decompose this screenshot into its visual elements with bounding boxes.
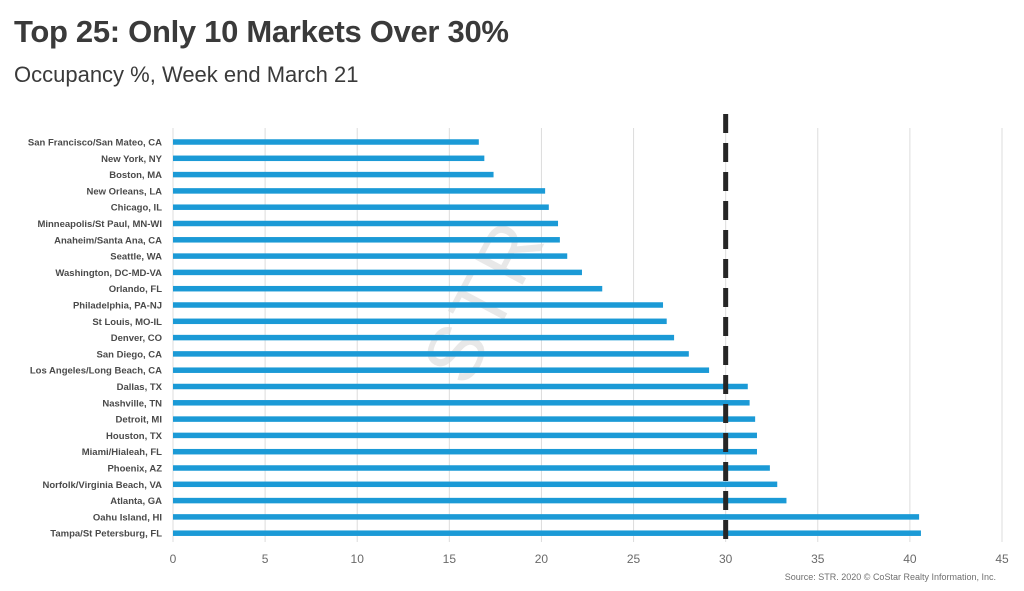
bar <box>173 432 757 439</box>
bar <box>173 237 560 243</box>
x-tick-label: 30 <box>719 552 733 566</box>
x-tick-label: 35 <box>811 552 825 566</box>
x-tick-label: 25 <box>627 552 641 566</box>
category-label: New Orleans, LA <box>87 186 163 197</box>
bar <box>173 497 787 504</box>
category-label: St Louis, MO-IL <box>92 317 162 328</box>
bar <box>173 285 603 292</box>
chart-title: Top 25: Only 10 Markets Over 30% <box>14 14 509 49</box>
bar <box>173 204 549 210</box>
bar <box>173 302 664 308</box>
chart-subtitle: Occupancy %, Week end March 21 <box>14 62 359 87</box>
category-label: San Francisco/San Mateo, CA <box>28 138 162 149</box>
bar <box>173 155 485 162</box>
bar <box>173 351 689 357</box>
category-label: Denver, CO <box>111 333 162 344</box>
x-tick-label: 5 <box>262 552 269 566</box>
category-label: Los Angeles/Long Beach, CA <box>30 366 162 377</box>
category-label: Philadelphia, PA-NJ <box>73 301 162 312</box>
bar <box>173 139 479 145</box>
category-label: Chicago, IL <box>111 203 162 214</box>
category-label: Nashville, TN <box>102 398 162 409</box>
category-label: Tampa/St Petersburg, FL <box>50 529 162 540</box>
bar <box>173 269 582 276</box>
bar <box>173 530 921 536</box>
category-label: New York, NY <box>101 154 163 165</box>
bar <box>173 481 778 488</box>
category-label: Dallas, TX <box>117 382 163 393</box>
category-label: Miami/Hialeah, FL <box>82 447 162 458</box>
category-label: Atlanta, GA <box>110 496 162 507</box>
bar <box>173 253 568 259</box>
x-tick-label: 10 <box>351 552 365 566</box>
bar <box>173 367 710 373</box>
bar <box>173 514 920 520</box>
x-tick-label: 40 <box>903 552 917 566</box>
bar <box>173 220 559 227</box>
category-label: Minneapolis/St Paul, MN-WI <box>37 219 162 230</box>
x-tick-label: 45 <box>995 552 1009 566</box>
category-label: Boston, MA <box>109 170 162 181</box>
bar <box>173 188 546 194</box>
category-label: Phoenix, AZ <box>107 464 162 475</box>
bar <box>173 318 667 325</box>
bar <box>173 334 675 341</box>
bar <box>173 400 750 406</box>
bar <box>173 465 770 471</box>
x-tick-label: 20 <box>535 552 549 566</box>
x-tick-label: 15 <box>443 552 457 566</box>
category-label: Oahu Island, HI <box>93 512 162 523</box>
category-label: Norfolk/Virginia Beach, VA <box>43 480 163 491</box>
category-label: Washington, DC-MD-VA <box>55 268 162 279</box>
category-label: Detroit, MI <box>116 415 162 426</box>
category-label: Anaheim/Santa Ana, CA <box>54 235 162 246</box>
bar <box>173 383 748 390</box>
bar <box>173 448 757 455</box>
bar <box>173 416 756 422</box>
category-label: Seattle, WA <box>110 252 162 263</box>
category-label: San Diego, CA <box>97 349 163 360</box>
category-label: Houston, TX <box>106 431 163 442</box>
category-label: Orlando, FL <box>109 284 163 295</box>
bar <box>173 171 494 178</box>
x-tick-label: 0 <box>170 552 177 566</box>
source-note: Source: STR. 2020 © CoStar Realty Inform… <box>784 572 996 582</box>
